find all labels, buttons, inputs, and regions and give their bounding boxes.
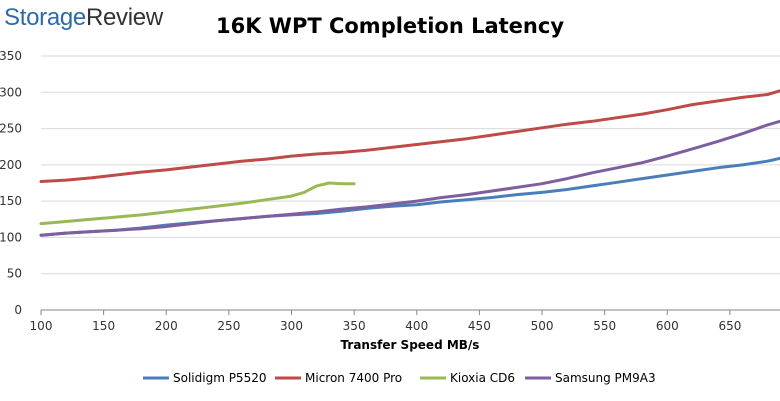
x-tick-label: 600 — [656, 319, 679, 333]
series-line-1 — [39, 89, 780, 183]
legend-entry-1: Micron 7400 Pro — [305, 371, 402, 385]
x-tick-label: 450 — [468, 319, 491, 333]
series-line-3 — [39, 119, 780, 237]
x-axis-ticks: 100 150 200 250 300 350 400 450 500 550 600 650 — [30, 310, 741, 333]
y-tick-label: 250 — [0, 122, 22, 136]
x-tick-label: 200 — [155, 319, 178, 333]
chart-gridlines — [41, 55, 780, 275]
brand-word-storage: Storage — [4, 4, 86, 31]
x-tick-label: 250 — [217, 319, 240, 333]
x-tick-label: 300 — [280, 319, 303, 333]
x-tick-label: 400 — [405, 319, 428, 333]
x-axis-label: Transfer Speed MB/s — [341, 338, 480, 352]
y-tick-label: 0 — [14, 303, 22, 317]
y-tick-label: 50 — [7, 267, 22, 281]
brand-logo: StorageReview — [4, 4, 163, 32]
legend-entry-0: Solidigm P5520 — [173, 371, 266, 385]
x-tick-label: 150 — [92, 319, 115, 333]
y-tick-label: 150 — [0, 194, 22, 208]
chart-title: 16K WPT Completion Latency — [0, 14, 780, 38]
x-tick-label: 350 — [343, 319, 366, 333]
x-tick-label: 650 — [718, 319, 741, 333]
y-tick-label: 300 — [0, 85, 22, 99]
y-axis-ticks: 0 50 100 150 200 250 300 350 — [0, 49, 22, 317]
y-tick-label: 100 — [0, 230, 22, 244]
brand-word-review: Review — [85, 4, 163, 31]
chart-title-text: 16K WPT Completion Latency — [215, 14, 565, 38]
chart-series — [39, 89, 780, 237]
chart-legend: Solidigm P5520 Micron 7400 Pro Kioxia CD6 S… — [143, 371, 656, 385]
x-tick-label: 500 — [531, 319, 554, 333]
x-tick-label: 550 — [593, 319, 616, 333]
series-line-2 — [39, 181, 356, 226]
x-tick-label: 100 — [30, 319, 53, 333]
y-tick-label: 200 — [0, 158, 22, 172]
legend-entry-3: Samsung PM9A3 — [555, 371, 656, 385]
y-tick-label: 350 — [0, 49, 22, 63]
legend-entry-2: Kioxia CD6 — [450, 371, 515, 385]
